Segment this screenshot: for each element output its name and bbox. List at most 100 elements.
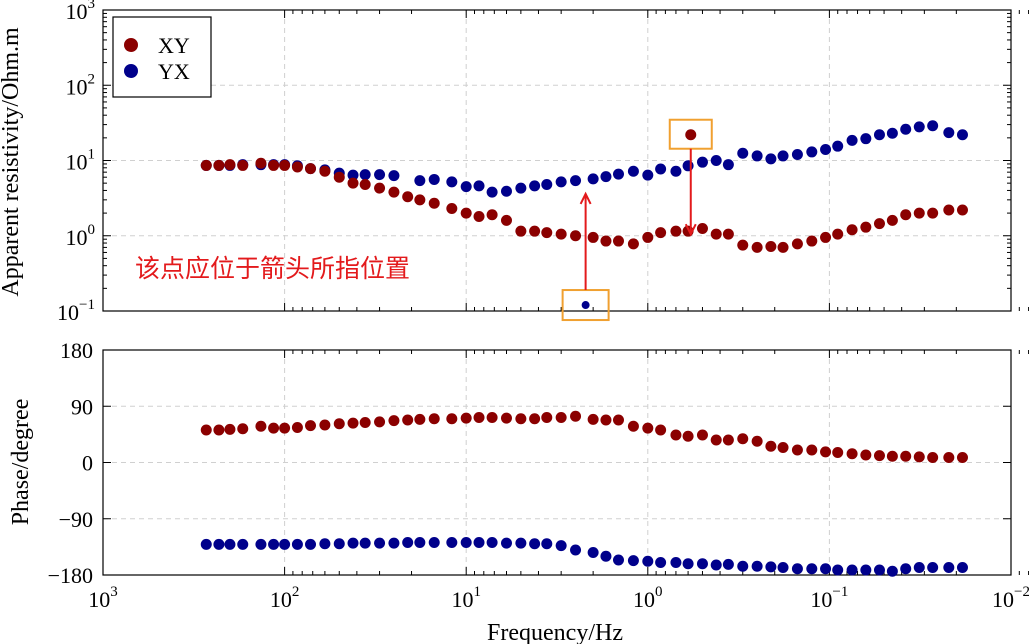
yx-resistivity-point (670, 165, 682, 177)
legend-box (112, 16, 212, 98)
yx-resistivity-point (555, 176, 567, 188)
xy-phase-point (655, 424, 667, 436)
yx-resistivity-point (642, 169, 654, 181)
yx-phase-point (820, 563, 832, 575)
xy-phase-point (414, 413, 426, 425)
xy-resistivity-point (347, 177, 359, 189)
yx-phase-point (696, 558, 708, 570)
yx-phase-point (913, 562, 925, 573)
yx-resistivity-point (587, 173, 599, 185)
yx-phase-point (737, 560, 749, 572)
xy-phase-point (612, 414, 624, 426)
yx-resistivity-point (627, 165, 639, 177)
x-tick-label: 102 (270, 584, 300, 612)
xy-phase-point (642, 422, 654, 434)
y-tick-label: 103 (66, 0, 96, 24)
phase-ylabel: Phase/degree (8, 399, 34, 526)
xy-resistivity-point (737, 239, 749, 251)
yx-phase-point (886, 565, 898, 577)
xy-resistivity-point (473, 211, 485, 223)
xy-phase-point (600, 414, 612, 426)
yx-phase-point (237, 538, 249, 550)
yx-resistivity-point (900, 123, 912, 135)
xy-resistivity-point (696, 222, 708, 234)
xy-outlier-point (685, 129, 697, 141)
yx-resistivity-point (612, 168, 624, 180)
x-tick-label: 103 (88, 584, 118, 612)
xy-resistivity-point (587, 231, 599, 243)
xy-resistivity-point (751, 241, 763, 253)
xy-resistivity-point (333, 171, 345, 183)
y-tick-label: 101 (66, 147, 96, 175)
xy-resistivity-point (710, 228, 722, 240)
yx-resistivity-point (515, 182, 527, 194)
xy-phase-point (627, 420, 639, 432)
xy-resistivity-point (670, 225, 682, 237)
yx-phase-point (541, 538, 553, 550)
y-tick-label: 100 (66, 222, 96, 250)
xy-resistivity-point (414, 194, 426, 206)
xy-resistivity-point (359, 178, 371, 190)
yx-resistivity-point (956, 129, 968, 141)
yx-phase-point (359, 537, 371, 549)
yx-resistivity-point (806, 146, 818, 158)
yx-phase-point (529, 538, 541, 550)
xy-resistivity-point (846, 224, 858, 236)
legend: XY YX (112, 16, 212, 98)
yx-phase-point (515, 537, 527, 549)
xy-phase-point (541, 412, 553, 423)
xy-phase-point (515, 413, 527, 425)
yx-phase-point (428, 537, 440, 548)
yx-phase-point (473, 537, 485, 548)
yx-resistivity-point (428, 173, 440, 185)
xy-resistivity-point (570, 230, 582, 242)
annotation-arrow-head (684, 223, 697, 237)
xy-phase-point (428, 413, 440, 425)
xy-phase-point (333, 418, 345, 430)
xy-resistivity-point (956, 204, 968, 216)
yx-phase-point (224, 538, 236, 550)
yx-phase-point (213, 538, 225, 550)
yx-phase-point (200, 538, 212, 550)
yx-resistivity-point (541, 178, 553, 190)
annotation-arrow-head (579, 191, 592, 205)
yx-resistivity-point (600, 171, 612, 183)
yx-phase-point (255, 538, 267, 550)
yx-phase-point (388, 537, 400, 549)
xy-resistivity-point (213, 159, 225, 171)
yx-resistivity-point (347, 169, 359, 181)
yx-phase-point (751, 560, 763, 572)
yx-phase-point (722, 558, 734, 570)
xy-phase-point (900, 450, 912, 462)
yx-resistivity-point (655, 163, 667, 175)
xy-resistivity-point (806, 235, 818, 247)
xy-phase-point (682, 430, 694, 442)
xy-resistivity-point (460, 207, 472, 219)
frequency-xlabel: Frequency/Hz (487, 620, 623, 644)
xy-phase-point (402, 414, 414, 426)
xy-phase-point (500, 412, 512, 424)
yx-phase-point (900, 563, 912, 575)
yx-resistivity-point (500, 185, 512, 197)
xy-resistivity-point (612, 235, 624, 247)
yx-phase-point (279, 538, 291, 550)
legend-xy-label: XY (158, 33, 190, 58)
xy-phase-point (956, 452, 968, 463)
xy-phase-point (927, 452, 939, 463)
y-tick-label: 90 (71, 394, 93, 419)
xy-resistivity-point (388, 186, 400, 198)
xy-resistivity-point (820, 231, 832, 243)
xy-resistivity-point (305, 163, 317, 175)
yx-phase-point (765, 561, 777, 573)
xy-resistivity-point (374, 182, 386, 194)
xy-phase-point (213, 424, 225, 436)
xy-resistivity-point (900, 209, 912, 221)
annotation-note: 该点应位于箭头所指位置 (135, 255, 410, 283)
yx-resistivity-point (710, 155, 722, 166)
yx-resistivity-point (791, 149, 803, 161)
xy-resistivity-point (832, 228, 844, 240)
xy-phase-point (670, 429, 682, 441)
yx-resistivity-point (943, 127, 955, 139)
yx-resistivity-point (913, 121, 925, 133)
